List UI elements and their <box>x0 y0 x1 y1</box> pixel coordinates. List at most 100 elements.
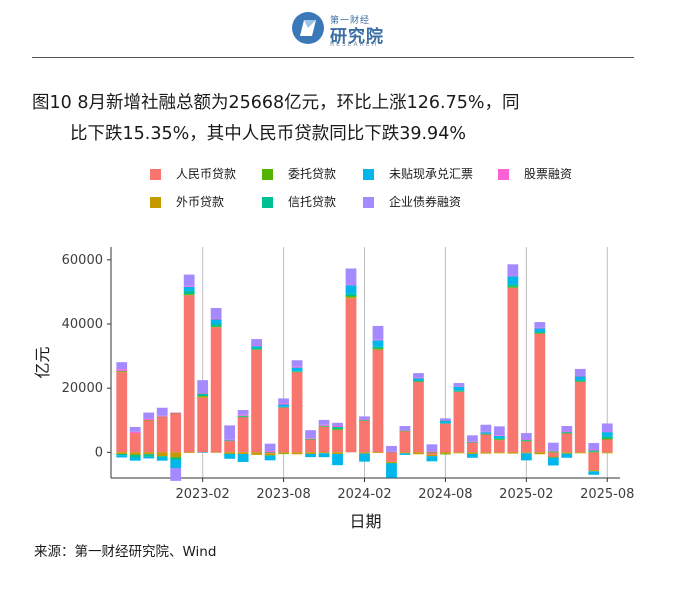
bar-segment <box>183 285 195 287</box>
bar-segment <box>291 371 303 372</box>
bar-segment <box>237 416 249 418</box>
bar-segment <box>183 286 195 291</box>
bar-segment <box>116 455 128 458</box>
logo-mark-icon <box>292 12 324 44</box>
bar-segment <box>466 442 478 443</box>
bar-segment <box>291 372 303 453</box>
bar-segment <box>520 439 532 441</box>
bar-segment <box>264 451 276 453</box>
bar-segment <box>588 471 600 475</box>
bar-segment <box>520 452 532 454</box>
legend-label: 未贴现承兑汇票 <box>389 167 474 181</box>
bar-segment <box>210 319 222 324</box>
bar-segment <box>332 453 343 466</box>
bar-segment <box>413 380 424 382</box>
bar-segment <box>156 415 168 417</box>
bar-segment <box>224 453 236 459</box>
bar-segment <box>197 396 209 397</box>
legend-label: 企业债券融资 <box>389 195 462 209</box>
bar-segment <box>372 349 384 453</box>
bar-segment <box>345 298 357 453</box>
bar-segment <box>561 433 573 434</box>
bar-segment <box>453 391 465 453</box>
bar-segment <box>170 452 182 458</box>
bar-segment <box>386 462 397 464</box>
figure-title: 图10 8月新增社融总额为25668亿元，环比上涨126.75%，同 比下跌15… <box>32 88 652 150</box>
bar-segment <box>345 293 357 297</box>
bar-segment <box>183 290 195 295</box>
bar-segment <box>507 276 519 285</box>
bar-segment <box>372 340 384 347</box>
legend-swatch <box>262 197 273 208</box>
bar-segment <box>291 452 303 455</box>
bar-segment <box>386 451 397 453</box>
bar-segment <box>251 452 263 455</box>
bar-segment <box>561 452 573 454</box>
bar-segment <box>237 453 249 462</box>
bar-segment <box>601 439 613 453</box>
bar-segment <box>547 451 559 453</box>
bar-segment <box>386 461 397 463</box>
bar-segment <box>170 460 182 469</box>
bar-segment <box>129 454 141 456</box>
bar-segment <box>129 457 141 461</box>
bar-segment <box>345 268 357 285</box>
bar-segment <box>143 454 155 457</box>
bar-segment <box>399 430 411 432</box>
bar-segment <box>278 453 289 455</box>
bar-segment <box>318 453 330 458</box>
bar-segment <box>251 348 263 350</box>
x-tick-label: 2024-08 <box>418 487 472 502</box>
bar-segment <box>466 452 478 454</box>
bar-segment <box>480 432 492 434</box>
bar-segment <box>170 413 182 453</box>
bar-segment <box>601 423 613 432</box>
bar-segment <box>264 443 276 452</box>
bar-segment <box>372 348 384 350</box>
bar-segment <box>237 415 249 417</box>
bar-segment <box>547 457 559 466</box>
bar-segment <box>318 426 330 453</box>
bar-segment <box>305 430 316 439</box>
bar-segment <box>332 428 343 430</box>
bar-segment <box>143 456 155 459</box>
bar-segment <box>601 438 613 440</box>
bar-segment <box>588 470 600 472</box>
x-tick-label: 2025-08 <box>580 487 634 502</box>
bar-segment <box>588 451 600 453</box>
bar-segment <box>426 451 438 452</box>
bar-segment <box>561 432 573 434</box>
legend-label: 人民币贷款 <box>176 167 237 181</box>
bar-segment <box>547 456 559 458</box>
bar-segment <box>413 377 424 379</box>
bar-segment <box>359 420 370 453</box>
bar-segment <box>156 457 168 461</box>
bar-segment <box>251 345 263 347</box>
bar-segment <box>210 327 222 453</box>
bar-segment <box>129 452 141 455</box>
bar-segment <box>493 426 505 436</box>
legend-label: 股票融资 <box>524 167 573 181</box>
bar-segment <box>520 439 532 440</box>
bar-segment <box>534 332 546 333</box>
bar-segment <box>278 407 289 453</box>
figure-title-line2: 比下跌15.35%，其中人民币贷款同比下跌39.94% <box>70 124 466 144</box>
bar-segment <box>332 426 343 427</box>
x-tick-label: 2024-02 <box>337 487 391 502</box>
bar-segment <box>453 386 465 387</box>
bar-segment <box>170 413 182 415</box>
bar-segment <box>251 349 263 453</box>
bar-segment <box>386 463 397 478</box>
bar-segment <box>574 381 586 453</box>
bar-segment <box>547 451 559 452</box>
legend-swatch <box>150 169 161 180</box>
bar-segment <box>386 452 397 462</box>
bar-segment <box>466 441 478 443</box>
bar-segment <box>210 307 222 319</box>
bar-segment <box>345 284 357 286</box>
bar-segment <box>493 452 505 454</box>
bar-segment <box>520 433 532 440</box>
bar-segment <box>116 362 128 370</box>
bar-segment <box>264 453 276 456</box>
legend-swatch <box>363 169 374 180</box>
